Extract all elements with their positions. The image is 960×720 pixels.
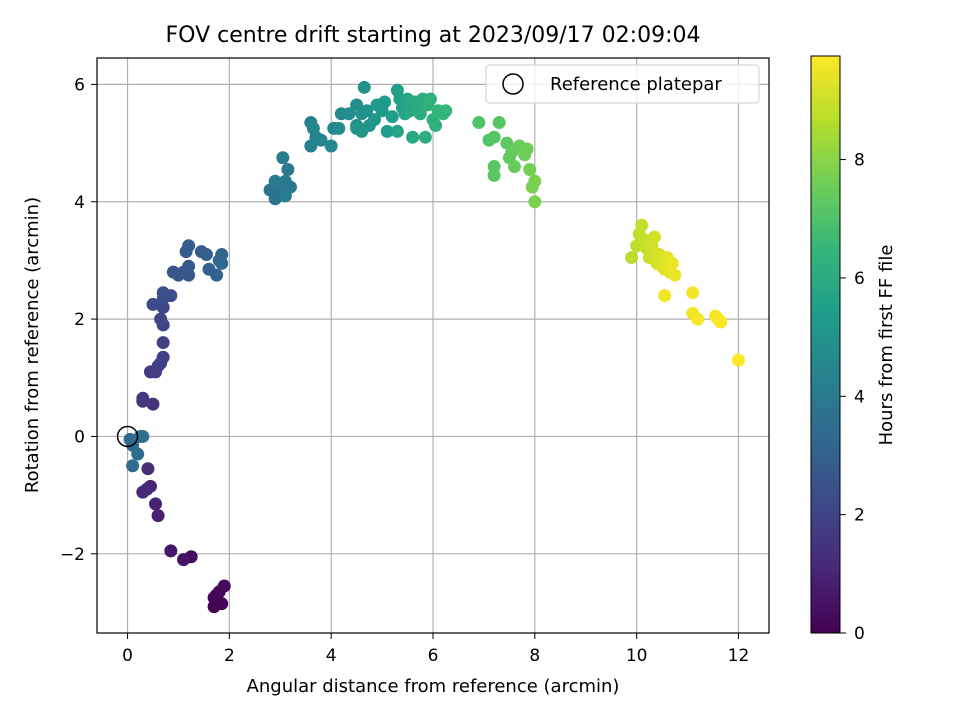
- colorbar-tick-label: 8: [854, 151, 865, 171]
- y-tick-label: 6: [74, 75, 85, 95]
- scatter-point: [357, 80, 371, 94]
- y-axis-label: Rotation from reference (arcmin): [22, 197, 43, 493]
- scatter-point: [141, 462, 155, 476]
- scatter-point: [367, 113, 381, 127]
- reference-marker-group: [116, 425, 139, 448]
- chart-title: FOV centre drift starting at 2023/09/17 …: [166, 23, 701, 48]
- scatter-point: [136, 485, 150, 499]
- scatter-point: [324, 139, 338, 153]
- scatter-point: [146, 297, 160, 311]
- legend-reference-marker: [502, 73, 524, 95]
- scatter-point: [314, 133, 328, 147]
- scatter-point: [306, 121, 320, 135]
- scatter-point: [423, 92, 437, 106]
- scatter-point: [149, 497, 163, 511]
- scatter-point: [164, 544, 178, 558]
- scatter-point: [215, 256, 229, 270]
- scatter-point: [406, 130, 420, 144]
- scatter-point: [136, 391, 150, 405]
- scatter-point: [210, 268, 224, 282]
- colorbar-tick-label: 6: [854, 269, 865, 289]
- scatter-point: [520, 142, 534, 156]
- scatter-point: [429, 118, 443, 132]
- grid-lines: [97, 58, 769, 633]
- x-tick-label: 0: [122, 646, 133, 666]
- scatter-point: [281, 162, 295, 176]
- y-tick-label: −2: [60, 545, 85, 565]
- scatter-point: [691, 312, 705, 326]
- colorbar-ticks: 0 2 4 6 8: [840, 151, 865, 644]
- scatter-point: [154, 312, 168, 326]
- x-tick-label: 8: [529, 646, 540, 666]
- colorbar-gradient: [811, 56, 840, 633]
- scatter-point: [380, 124, 394, 138]
- y-tick-label: 0: [74, 427, 85, 447]
- scatter-point: [268, 174, 282, 188]
- scatter-point: [332, 121, 346, 135]
- scatter-point: [686, 286, 700, 300]
- scatter-point: [635, 218, 649, 232]
- scatter-point: [182, 259, 196, 273]
- scatter-point: [151, 509, 165, 523]
- scatter-point: [714, 315, 728, 329]
- scatter-point: [156, 286, 170, 300]
- scatter-point: [217, 579, 231, 593]
- x-axis-label: Angular distance from reference (arcmin): [247, 676, 620, 697]
- scatter-point: [131, 447, 145, 461]
- scatter-point: [278, 189, 292, 203]
- scatter-point: [492, 116, 506, 130]
- scatter-point: [668, 268, 682, 282]
- x-tick-label: 12: [728, 646, 750, 666]
- colorbar-tick-label: 2: [854, 506, 865, 526]
- y-axis-ticks: −2 0 2 4 6: [60, 75, 97, 565]
- x-tick-label: 6: [428, 646, 439, 666]
- scatter-point: [360, 104, 374, 118]
- y-tick-label: 2: [74, 310, 85, 330]
- scatter-point: [136, 429, 150, 443]
- scatter-point: [156, 350, 170, 364]
- scatter-point: [413, 107, 427, 121]
- colorbar-frame: [810, 55, 841, 634]
- x-tick-label: 4: [326, 646, 337, 666]
- scatter-point: [487, 130, 501, 144]
- scatter-point: [390, 124, 404, 138]
- scatter-point: [507, 160, 521, 174]
- x-tick-label: 10: [626, 646, 648, 666]
- scatter-point: [472, 116, 486, 130]
- scatter-point: [647, 230, 661, 244]
- legend: Reference platepar: [485, 64, 760, 104]
- scatter-point: [177, 553, 191, 567]
- scatter-point: [665, 256, 679, 270]
- scatter-point: [418, 130, 432, 144]
- x-axis-ticks: 0 2 4 6 8 10 12: [122, 633, 749, 666]
- scatter-point: [385, 110, 399, 124]
- colorbar-tick-label: 4: [854, 387, 865, 407]
- scatter-point: [182, 239, 196, 253]
- scatter-point: [342, 107, 356, 121]
- scatter-point: [156, 336, 170, 350]
- colorbar-label: Hours from first FF file: [876, 245, 897, 446]
- scatter-point: [731, 353, 745, 367]
- y-tick-label: 4: [74, 193, 85, 213]
- colorbar: 0 2 4 6 8 Hours from first FF file: [810, 55, 897, 644]
- reference-platepar-marker: [116, 425, 139, 448]
- x-tick-label: 2: [224, 646, 235, 666]
- legend-entry-reference: Reference platepar: [550, 74, 722, 95]
- scatter-point: [126, 459, 140, 473]
- scatter-point: [658, 289, 672, 303]
- scatter-point: [487, 168, 501, 182]
- scatter-point: [528, 174, 542, 188]
- scatter-point: [528, 195, 542, 209]
- scatter-point: [625, 250, 639, 264]
- scatter-points: [123, 80, 745, 614]
- scatter-point: [146, 397, 160, 411]
- scatter-point: [199, 248, 213, 262]
- colorbar-tick-label: 0: [854, 624, 865, 644]
- scatter-point: [439, 104, 453, 118]
- scatter-point: [523, 162, 537, 176]
- legend-box: [485, 64, 760, 104]
- scatter-point: [378, 95, 392, 109]
- scatter-point: [276, 151, 290, 165]
